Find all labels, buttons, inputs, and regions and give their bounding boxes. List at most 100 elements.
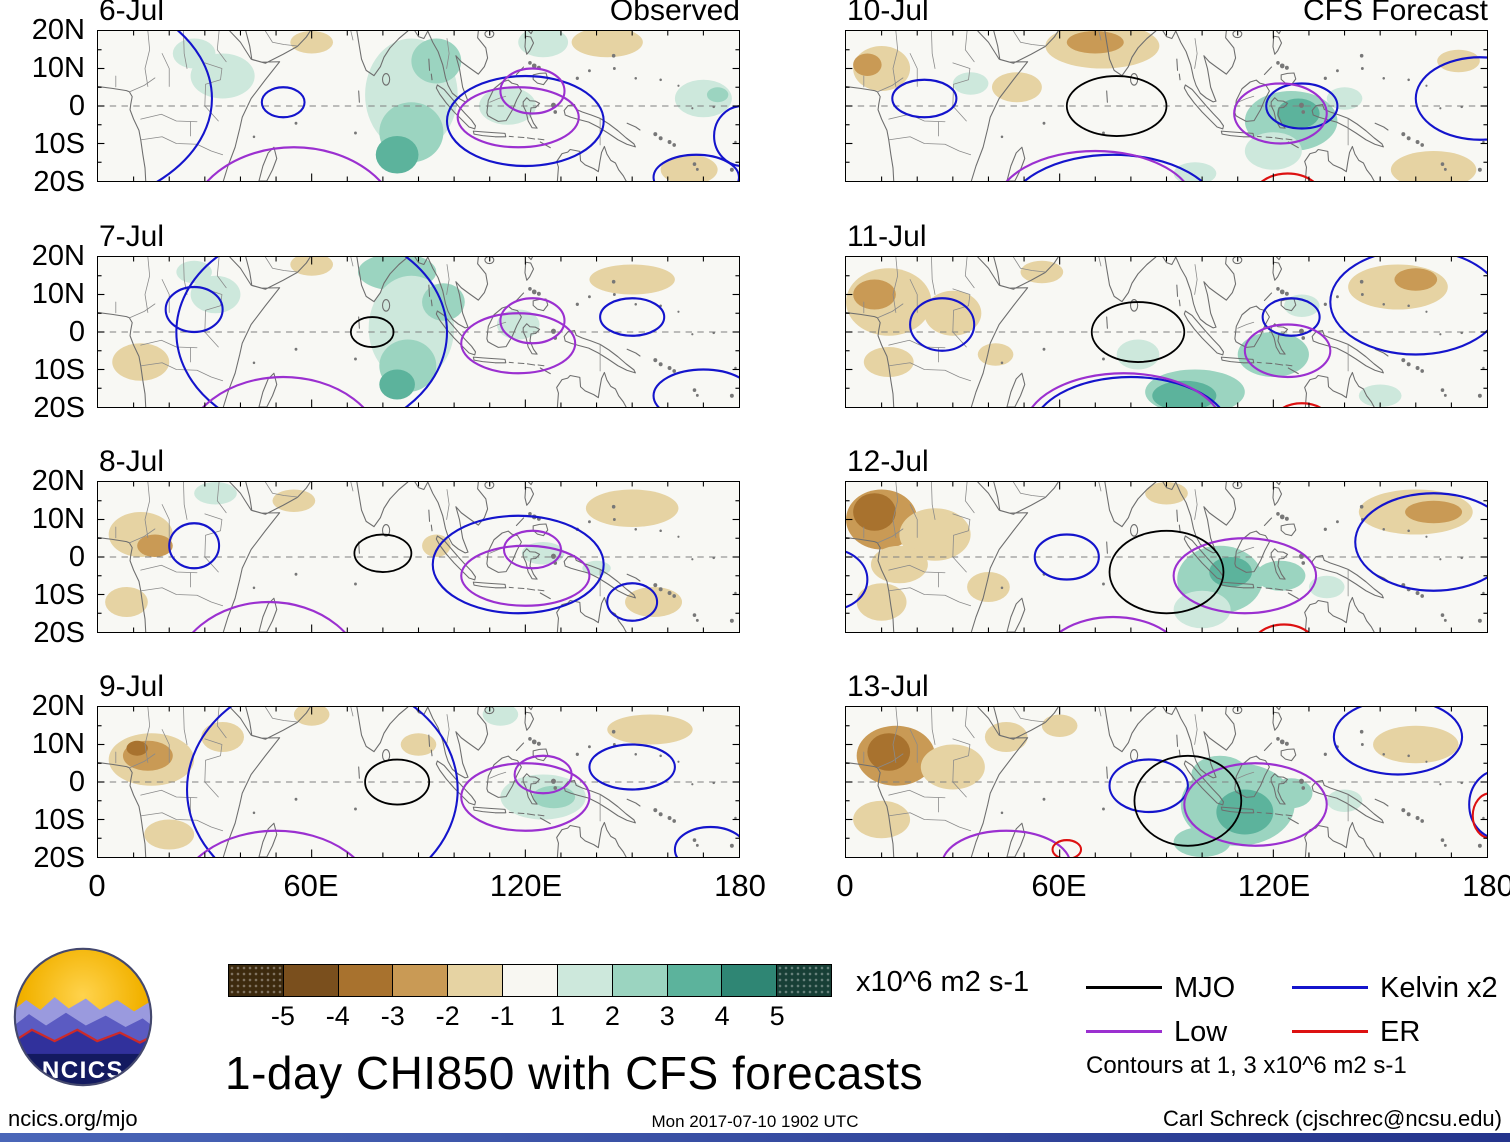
shading-anomaly bbox=[290, 31, 334, 54]
legend-line-er bbox=[1292, 1030, 1368, 1033]
low-contour bbox=[1243, 323, 1332, 379]
er-contour bbox=[1258, 623, 1310, 632]
map-svg bbox=[846, 31, 1487, 181]
map-svg bbox=[98, 257, 739, 407]
low-contour bbox=[942, 829, 1070, 857]
shading-anomaly bbox=[1284, 294, 1320, 317]
panel-date-label: 11-Jul bbox=[847, 220, 927, 253]
panel-date-label: 8-Jul bbox=[99, 445, 165, 478]
map-svg bbox=[98, 482, 739, 632]
kelvin-contour bbox=[1108, 758, 1189, 814]
colorbar bbox=[228, 964, 832, 997]
map-plot-area bbox=[97, 256, 740, 408]
shading-anomaly bbox=[1437, 49, 1480, 73]
contours-note: Contours at 1, 3 x10^6 m2 s-1 bbox=[1086, 1052, 1407, 1079]
shading-anomaly bbox=[1326, 87, 1363, 110]
map-svg bbox=[846, 707, 1487, 857]
kelvin-contour bbox=[445, 74, 605, 168]
shading-anomaly bbox=[532, 785, 576, 809]
y-tick-label: 20N bbox=[31, 465, 85, 497]
map-plot-area bbox=[845, 481, 1488, 633]
legend-line-low bbox=[1086, 1030, 1162, 1033]
colorbar-segment bbox=[502, 965, 557, 996]
y-tick-label: 10S bbox=[33, 128, 85, 160]
shading-anomaly bbox=[660, 154, 718, 181]
legend-label-er: ER bbox=[1380, 1016, 1421, 1048]
low-contour bbox=[456, 86, 580, 149]
kelvin-contour bbox=[186, 707, 459, 857]
kelvin-contour bbox=[168, 522, 221, 570]
shading-anomaly bbox=[400, 733, 437, 756]
x-tick-label: 0 bbox=[836, 868, 854, 903]
legend-label-low: Low bbox=[1174, 1016, 1228, 1048]
kelvin-contour bbox=[1033, 533, 1100, 581]
kelvin-contour bbox=[431, 514, 605, 615]
shading-anomaly bbox=[1152, 380, 1217, 407]
y-tick-label: 20N bbox=[31, 690, 85, 722]
map-plot-area bbox=[97, 706, 740, 858]
shading-anomaly bbox=[870, 545, 928, 584]
kelvin-contour bbox=[1265, 82, 1339, 130]
panel-date-label: 9-Jul bbox=[99, 670, 165, 703]
shading-anomaly bbox=[379, 369, 415, 400]
x-tick-label: 180 bbox=[1462, 868, 1510, 903]
shading-anomaly bbox=[967, 572, 1010, 602]
y-tick-label: 0 bbox=[68, 316, 85, 348]
low-contour bbox=[1058, 615, 1168, 632]
legend-line-mjo bbox=[1086, 986, 1162, 989]
colorbar-tick-label: -3 bbox=[380, 1001, 405, 1031]
low-contour bbox=[499, 297, 566, 345]
colorbar-tick-label: -2 bbox=[435, 1001, 460, 1031]
y-tick-label: 20N bbox=[31, 240, 85, 272]
x-tick-label: 180 bbox=[714, 868, 766, 903]
map-panel: 9-Jul 20N 10N 0 10S 20S bbox=[32, 670, 740, 873]
panel-date-label: 7-Jul bbox=[99, 220, 165, 253]
shading-anomaly bbox=[1394, 268, 1438, 291]
map-svg bbox=[98, 707, 739, 857]
legend-label-mjo: MJO bbox=[1174, 972, 1236, 1004]
mjo-contour bbox=[349, 316, 395, 348]
shading-anomaly bbox=[194, 482, 237, 505]
shading-anomaly bbox=[137, 534, 173, 557]
low-contour bbox=[1031, 372, 1217, 407]
colorbar-tick-label: 4 bbox=[714, 1001, 730, 1031]
map-panel: 12-Jul bbox=[845, 445, 1488, 633]
y-tick-label: 10N bbox=[31, 503, 85, 535]
shading-anomaly bbox=[105, 587, 148, 617]
kelvin-contour bbox=[599, 297, 666, 337]
footer-timestamp: Mon 2017-07-10 1902 UTC bbox=[651, 1112, 859, 1131]
map-panel: 8-Jul 20N 10N 0 10S 20S bbox=[32, 445, 740, 648]
kelvin-contour bbox=[156, 31, 213, 181]
ncics-logo: NCICS bbox=[13, 947, 153, 1087]
shading-anomaly bbox=[1373, 725, 1459, 764]
shading-anomaly bbox=[867, 733, 911, 771]
shading-anomaly bbox=[1390, 151, 1477, 181]
kelvin-contour bbox=[846, 550, 869, 609]
map-plot-area bbox=[845, 706, 1488, 858]
low-contour bbox=[502, 529, 562, 570]
shading-anomaly bbox=[1244, 132, 1302, 170]
shading-anomaly bbox=[1348, 264, 1448, 310]
er-contour bbox=[1051, 839, 1083, 857]
figure-title: 1-day CHI850 with CFS forecasts bbox=[225, 1047, 924, 1099]
y-tick-label: 0 bbox=[68, 541, 85, 573]
logo-text: NCICS bbox=[42, 1057, 124, 1084]
x-tick-label: 120E bbox=[1237, 868, 1311, 903]
shading-anomaly bbox=[924, 290, 982, 336]
shading-anomaly bbox=[1308, 575, 1345, 599]
shading-anomaly bbox=[706, 87, 729, 103]
shading-anomaly bbox=[1269, 778, 1313, 809]
shading-anomaly bbox=[1145, 482, 1188, 505]
kelvin-contour bbox=[652, 153, 739, 181]
shading-anomaly bbox=[853, 53, 882, 76]
kelvin-contour bbox=[1261, 297, 1321, 337]
shading-anomaly bbox=[126, 740, 148, 756]
map-panel: 13-Jul bbox=[845, 670, 1488, 858]
footer-url: ncics.org/mjo bbox=[8, 1106, 138, 1131]
colorbar-segment bbox=[776, 965, 831, 996]
logo-red-ridge-line bbox=[14, 1028, 152, 1044]
colorbar-tick-label: -5 bbox=[270, 1001, 295, 1031]
kelvin-contour bbox=[1329, 257, 1487, 356]
colorbar-segment bbox=[666, 965, 722, 996]
colorbar-segment bbox=[282, 965, 338, 996]
